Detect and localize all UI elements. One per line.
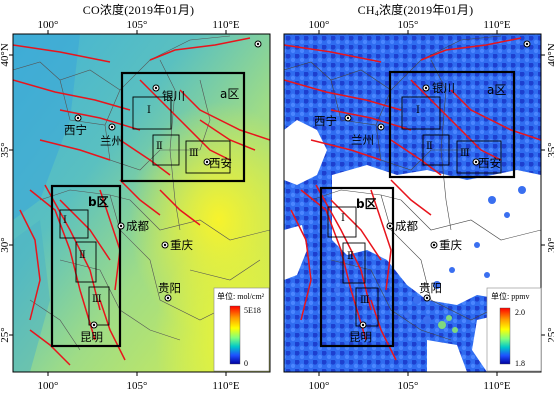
co-map-frame (12, 33, 271, 373)
ch4-region-a-label: a区 (487, 83, 506, 97)
co-xtick-top-110: 110°E (212, 19, 239, 31)
ch4-region-b-box (319, 186, 395, 348)
ch4-city-kunming: 昆明 (349, 330, 372, 344)
co-province-boundaries (13, 35, 270, 351)
ch4-xtick-top-105: 105° (398, 19, 419, 31)
ch4-xtick-top-100: 100° (309, 19, 330, 31)
ch4-city-lanzhou: 兰州 (351, 133, 374, 147)
co-xtick-bottom-100: 100° (38, 380, 59, 392)
co-xtick-top-100: 100° (38, 19, 59, 31)
co-city-xian: 西安 (209, 156, 232, 170)
ch4-xtick-top-110: 110°E (483, 19, 510, 31)
co-fault-lines (13, 37, 270, 366)
ch4-xtick-bottom-100: 100° (309, 380, 330, 392)
co-city-chengdu: 成都 (126, 219, 149, 233)
ch4-ytick-40: 40°N (546, 43, 554, 66)
co-city-kunming: 昆明 (80, 330, 103, 344)
ch4-xtick-bottom-110: 110°E (483, 380, 510, 392)
ch4-city-guiyang: 贵阳 (419, 281, 442, 295)
ch4-city-yinchuan: 银川 (432, 81, 455, 95)
ch4-fault-lines (284, 37, 541, 361)
co-sub-6: Ⅲ (92, 294, 102, 305)
ch4-ytick-30: 30° (546, 237, 554, 252)
ch4-xtick-bottom-105: 105° (398, 380, 419, 392)
ch4-city-chengdu: 成都 (395, 219, 418, 233)
co-sub-3: Ⅲ (189, 148, 199, 159)
ch4-city-markers (344, 40, 531, 329)
co-ytick-25: 25° (0, 327, 11, 342)
co-xtick-top-105: 105° (127, 19, 148, 31)
ch4-legend-max: 2.0 (515, 308, 525, 317)
ch4-region-a-box (388, 70, 516, 179)
co-region-a-label: a区 (220, 87, 239, 101)
co-sub-1: Ⅰ (147, 105, 151, 116)
ch4-sub-2: Ⅱ (426, 141, 433, 152)
ch4-panel-title: CH4浓度(2019年01月) (357, 3, 474, 18)
ch4-map-panel: CH4浓度(2019年01月) (277, 0, 554, 411)
co-city-guiyang: 贵阳 (158, 281, 181, 295)
ch4-sub-6: Ⅲ (360, 295, 370, 306)
co-city-lanzhou: 兰州 (100, 134, 123, 148)
co-city-chongqing: 重庆 (170, 238, 193, 252)
co-ytick-30: 30° (0, 237, 11, 252)
co-sub-4: Ⅰ (63, 215, 67, 226)
ch4-scatter-points (304, 186, 526, 324)
ch4-legend: 单位: ppmv 2.0 1.8 (486, 287, 542, 372)
ch4-province-boundaries (284, 35, 541, 341)
co-region-a-box (120, 71, 246, 183)
ch4-ytick-25: 25° (546, 327, 554, 342)
co-legend-colorbar (229, 305, 241, 365)
co-sub-boxes (59, 96, 231, 326)
co-xtick-bottom-105: 105° (127, 380, 148, 392)
ch4-city-xining: 西宁 (314, 114, 337, 128)
co-city-xining: 西宁 (64, 123, 87, 137)
co-ytick-35: 35° (0, 142, 11, 157)
ch4-green-points (438, 315, 458, 333)
ch4-city-chongqing: 重庆 (439, 238, 462, 252)
ch4-sub-boxes (327, 96, 502, 327)
ch4-legend-unit: 单位: ppmv (491, 291, 529, 301)
co-city-yinchuan: 银川 (162, 89, 185, 103)
co-panel-title: CO浓度(2019年01月) (82, 3, 195, 17)
ch4-region-b-label: b区 (356, 197, 377, 211)
co-city-markers (74, 40, 262, 329)
ch4-sub-5: Ⅱ (347, 251, 354, 262)
co-sub-5: Ⅱ (79, 250, 86, 261)
co-map: Ⅰ Ⅱ Ⅲ Ⅰ Ⅱ Ⅲ 100° 105° 110°E 100° 105° 11… (0, 19, 271, 392)
ch4-sub-3: Ⅲ (460, 148, 470, 159)
co-map-panel: CO浓度(2019年01月) (0, 3, 271, 392)
ch4-map-frame (283, 33, 542, 373)
ch4-sub-1: Ⅰ (416, 105, 420, 116)
co-legend: 单位: mol/cm² 5E18 0 (213, 287, 270, 372)
co-xtick-bottom-110: 110°E (212, 380, 239, 392)
co-legend-min: 0 (244, 359, 248, 368)
co-legend-unit: 单位: mol/cm² (217, 291, 265, 301)
co-ytick-40: 40°N (0, 43, 11, 66)
ch4-map: Ⅰ Ⅱ Ⅲ Ⅰ Ⅱ Ⅲ 100° 105° 110°E 100° 105° 11… (283, 19, 554, 392)
ch4-city-xian: 西安 (478, 156, 501, 170)
ch4-ytick-35: 35° (546, 142, 554, 157)
ch4-legend-colorbar (499, 307, 511, 365)
co-sub-2: Ⅱ (156, 141, 163, 152)
co-region-b-box (50, 184, 122, 348)
co-legend-max: 5E18 (244, 306, 261, 315)
ch4-legend-min: 1.8 (515, 359, 525, 368)
ch4-sub-4: Ⅰ (341, 213, 345, 224)
co-region-b-label: b区 (88, 195, 109, 209)
